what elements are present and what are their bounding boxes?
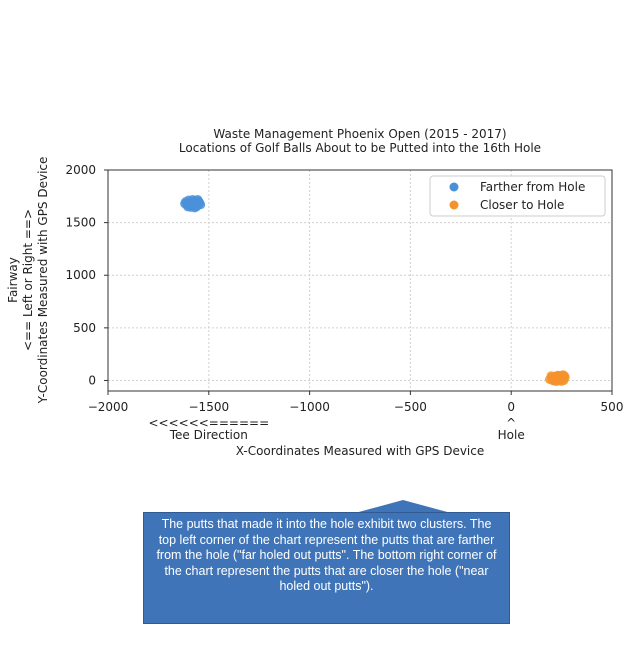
point-closer: [559, 375, 569, 385]
y-tick-label: 1000: [65, 268, 96, 282]
point-closer: [546, 371, 556, 381]
point-farther: [192, 202, 202, 212]
scatter-points: [180, 194, 570, 387]
chart-subtitle: Locations of Golf Balls About to be Putt…: [179, 141, 541, 155]
x-tick-label: −1500: [189, 400, 230, 414]
legend-marker-closer: [449, 200, 459, 210]
x-axis-label: X-Coordinates Measured with GPS Device: [236, 444, 485, 458]
x-tick-label: 0: [507, 400, 515, 414]
callout-arrow: [355, 500, 451, 513]
x-annotation-line: ^: [506, 416, 516, 430]
x-tick-label: −500: [394, 400, 427, 414]
x-tick-label: −1000: [289, 400, 330, 414]
x-annotation-line: Hole: [498, 428, 525, 442]
legend-label-farther: Farther from Hole: [480, 180, 585, 194]
y-tick-label: 2000: [65, 163, 96, 177]
x-annotation-line: Tee Direction: [169, 428, 248, 442]
legend: Farther from Hole Closer to Hole: [429, 175, 606, 217]
x-tick-label: 500: [601, 400, 624, 414]
y-tick-label: 500: [73, 321, 96, 335]
y-tick-label: 1500: [65, 216, 96, 230]
point-farther: [184, 195, 194, 205]
x-annotations: <<<<<<======Tee Direction ^Hole: [148, 416, 524, 442]
y-axis-label: Y-Coordinates Measured with GPS Device: [36, 157, 50, 405]
legend-box: [429, 175, 606, 217]
callout-text: The putts that made it into the hole exh…: [156, 517, 497, 593]
x-annotation-line: <<<<<<======: [148, 416, 269, 430]
legend-marker-farther: [449, 182, 459, 192]
y-axis-ticks: 0 500 1000 1500 2000: [65, 163, 108, 387]
callout-box: The putts that made it into the hole exh…: [143, 512, 510, 624]
y-tick-label: 0: [88, 373, 96, 387]
plot-frame: [107, 169, 613, 392]
legend-label-closer: Closer to Hole: [480, 198, 564, 212]
y-axis-labels: Fairway <== Left or Right ==> Y-Coordina…: [6, 157, 50, 405]
y-axis-label-extra-1: Fairway: [6, 257, 20, 303]
x-axis-ticks: −2000 −1500 −1000 −500 0 500: [88, 391, 624, 414]
chart-title: Waste Management Phoenix Open (2015 - 20…: [213, 127, 506, 141]
x-tick-label: −2000: [88, 400, 129, 414]
y-axis-label-extra-2: <== Left or Right ==>: [21, 209, 35, 351]
